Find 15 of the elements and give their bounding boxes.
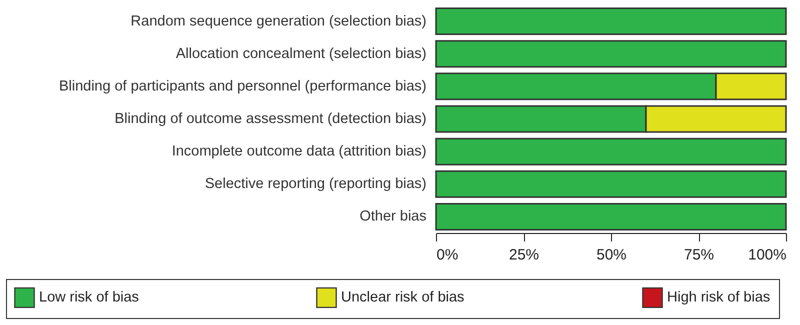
x-tick-label: 50% [596,246,627,264]
y-tick-label: Selective reporting (reporting bias) [204,176,426,192]
x-tick-label: 75% [684,246,714,264]
y-tick-label: Other bias [360,208,426,225]
y-tick-label: Allocation concealment (selection bias) [176,46,426,62]
legend-label: Low risk of bias [39,290,139,306]
x-tick-label: 100% [748,246,786,264]
x-tick-label: 0% [436,246,458,264]
legend-label: Unclear risk of bias [341,290,464,306]
y-tick-label: Incomplete outcome data (attrition bias) [172,144,426,160]
y-tick-label: Random sequence generation (selection bias) [130,13,426,30]
y-tick-label: Blinding of outcome assessment (detection bias) [114,111,426,127]
legend-label: High risk of bias [667,290,770,306]
x-tick-label: 25% [508,246,540,264]
y-tick-label: Blinding of participants and personnel (performance bias) [58,78,426,94]
